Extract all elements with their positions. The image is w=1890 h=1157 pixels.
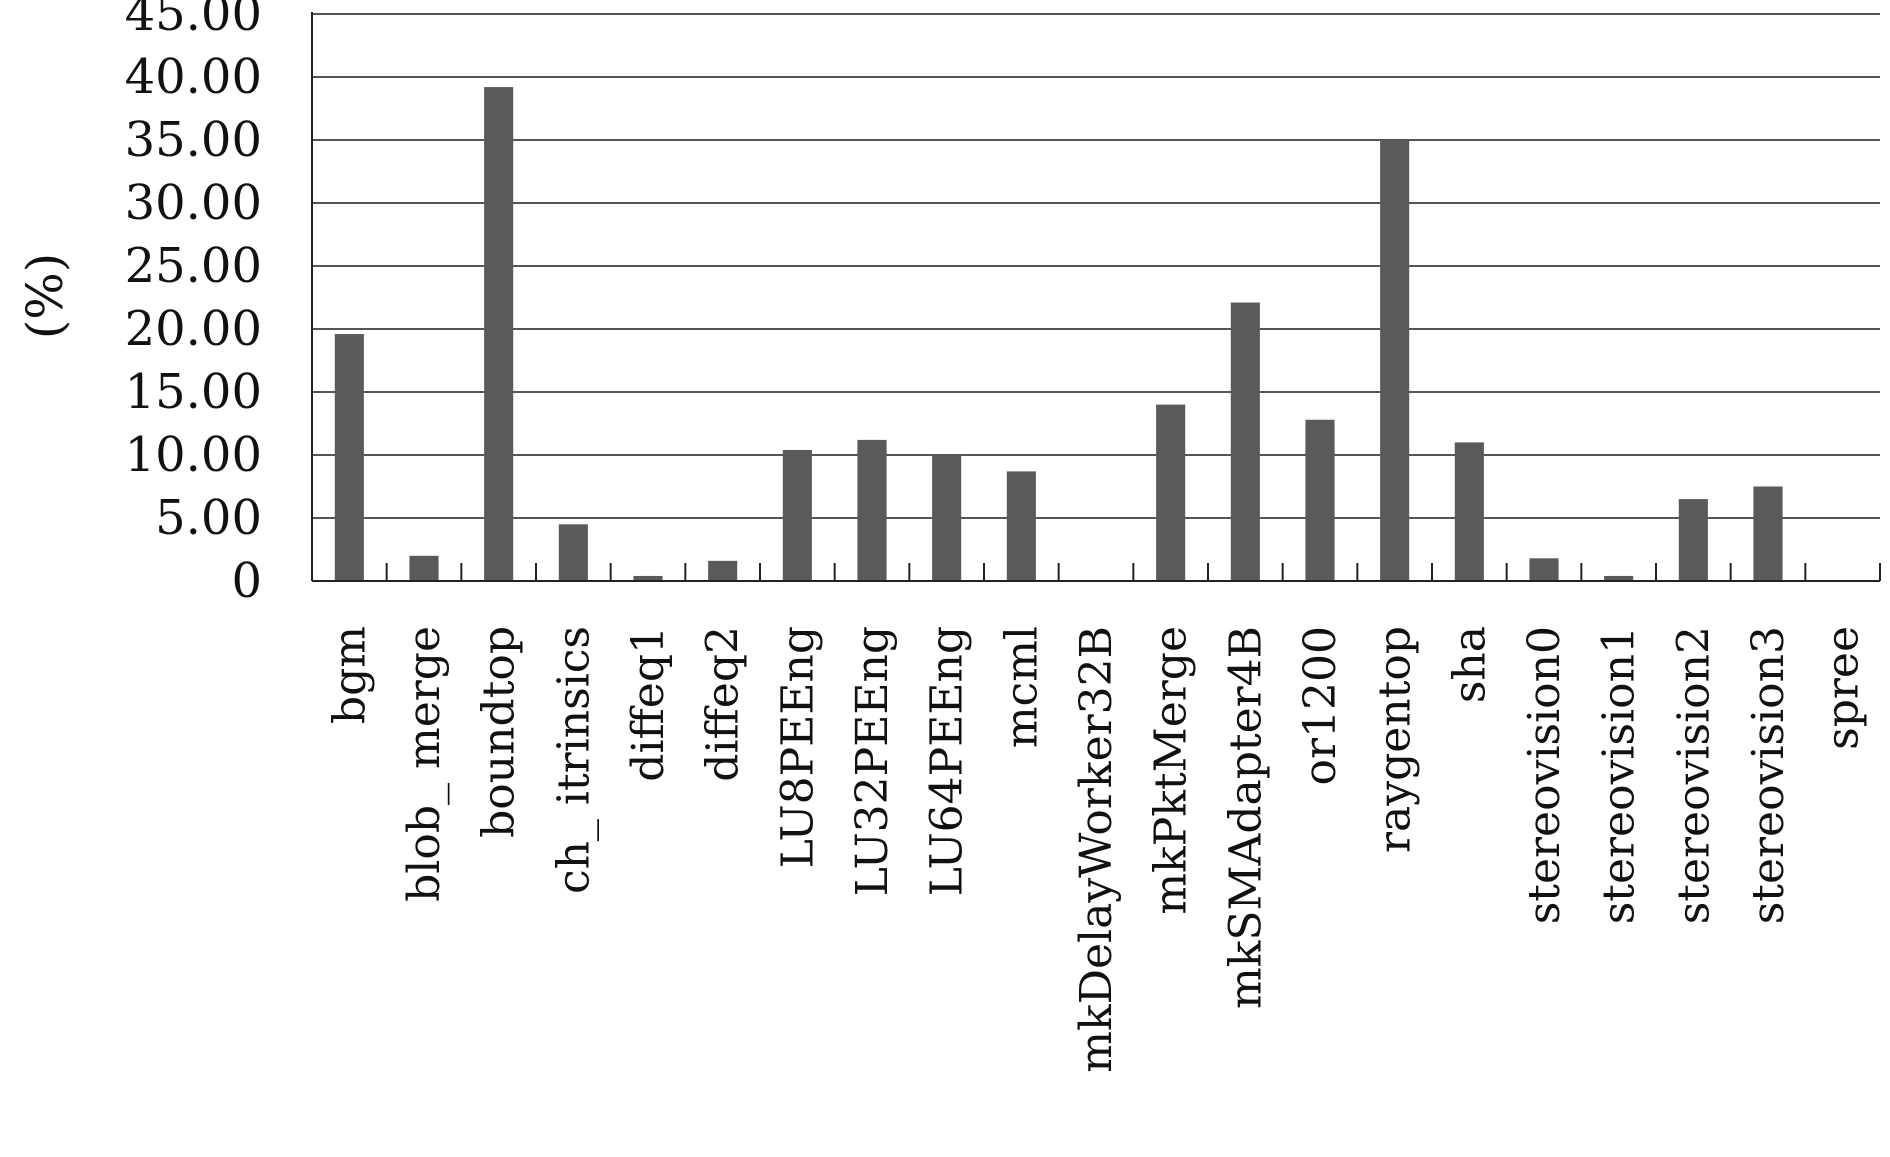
x-tick-label: ch_ itrinsics bbox=[548, 626, 599, 894]
y-axis-title: (%) bbox=[16, 253, 74, 340]
bar bbox=[782, 449, 812, 581]
x-tick-label: stereovision0 bbox=[1519, 626, 1570, 924]
x-tick-label: LU8PEEng bbox=[772, 626, 823, 868]
x-tick-label: diffeq1 bbox=[623, 626, 674, 782]
x-tick-label: stereovision2 bbox=[1668, 626, 1719, 924]
y-tick-label: 20.00 bbox=[125, 301, 262, 357]
bar bbox=[1678, 499, 1708, 581]
x-tick-label: raygentop bbox=[1370, 626, 1421, 853]
x-tick-labels: bgm blob_ merge boundtop ch_ itrinsics diffe… bbox=[324, 626, 1868, 1073]
y-tick-label: 5.00 bbox=[155, 490, 262, 546]
x-tick-label: bgm bbox=[324, 626, 375, 724]
y-tick-label: 10.00 bbox=[125, 427, 262, 483]
x-tick-label: mcml bbox=[996, 626, 1047, 748]
y-tick-label: 0 bbox=[231, 553, 262, 609]
y-tick-label: 45.00 bbox=[125, 0, 262, 42]
bars bbox=[334, 87, 1783, 581]
y-tick-label: 35.00 bbox=[125, 112, 262, 168]
x-tick-label: LU64PEEng bbox=[922, 626, 973, 896]
x-tick-label: spree bbox=[1818, 626, 1869, 750]
x-tick-label: boundtop bbox=[474, 626, 525, 838]
x-tick-label: stereovision1 bbox=[1594, 626, 1645, 924]
x-tick-label: diffeq2 bbox=[698, 626, 749, 782]
x-tick-label: blob_ merge bbox=[399, 626, 450, 902]
bar bbox=[932, 455, 962, 581]
bar bbox=[1380, 140, 1410, 581]
bar bbox=[484, 87, 514, 581]
x-tick-label: or1200 bbox=[1295, 626, 1346, 786]
bar bbox=[857, 439, 887, 581]
x-tick-label: sha bbox=[1444, 626, 1495, 703]
bar bbox=[1753, 486, 1783, 581]
bar bbox=[1230, 302, 1260, 581]
y-tick-label: 15.00 bbox=[125, 364, 262, 420]
bar bbox=[708, 560, 738, 581]
bar bbox=[409, 555, 439, 581]
bar bbox=[1156, 404, 1186, 581]
bar bbox=[1006, 471, 1036, 581]
x-tick-label: stereovision3 bbox=[1743, 626, 1794, 924]
x-tick-label: mkDelayWorker32B bbox=[1071, 626, 1122, 1073]
bar bbox=[558, 524, 588, 581]
y-tick-label: 30.00 bbox=[125, 175, 262, 231]
x-tick-label: mkPktMerge bbox=[1146, 626, 1197, 915]
bar bbox=[1604, 575, 1634, 581]
axes bbox=[311, 12, 1881, 582]
x-tick-label: mkSMAdapter4B bbox=[1220, 626, 1271, 1009]
y-tick-labels: 0 5.00 10.00 15.00 20.00 25.00 30.00 35.00 40.00… bbox=[125, 0, 262, 609]
grid-lines bbox=[312, 13, 1880, 519]
bar bbox=[1454, 442, 1484, 581]
bar bbox=[633, 575, 663, 581]
y-tick-label: 40.00 bbox=[125, 49, 262, 105]
bar bbox=[1529, 558, 1559, 581]
y-tick-label: 25.00 bbox=[125, 238, 262, 294]
bar bbox=[1305, 419, 1335, 581]
x-tick-label: LU32PEEng bbox=[847, 626, 898, 896]
bar bbox=[334, 334, 364, 581]
